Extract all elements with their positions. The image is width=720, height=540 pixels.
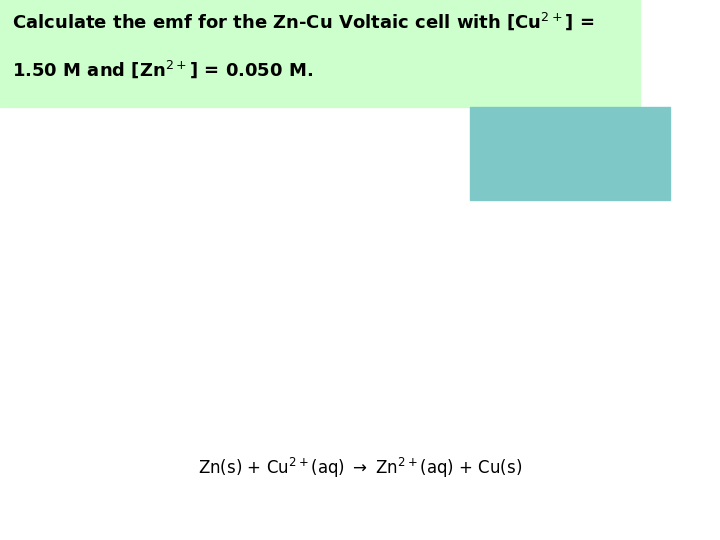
- Bar: [0, 0, 640, 107]
- Text: Zn(s) + Cu$^{2+}$(aq) $\rightarrow$ Zn$^{2+}$(aq) + Cu(s): Zn(s) + Cu$^{2+}$(aq) $\rightarrow$ Zn$^…: [198, 456, 522, 480]
- Bar: [470, 107, 670, 200]
- Text: Calculate the emf for the Zn-Cu Voltaic cell with [Cu$^{2+}$] =: Calculate the emf for the Zn-Cu Voltaic …: [12, 10, 595, 31]
- Text: 1.50 M and [Zn$^{2+}$] = 0.050 M.: 1.50 M and [Zn$^{2+}$] = 0.050 M.: [12, 58, 313, 79]
